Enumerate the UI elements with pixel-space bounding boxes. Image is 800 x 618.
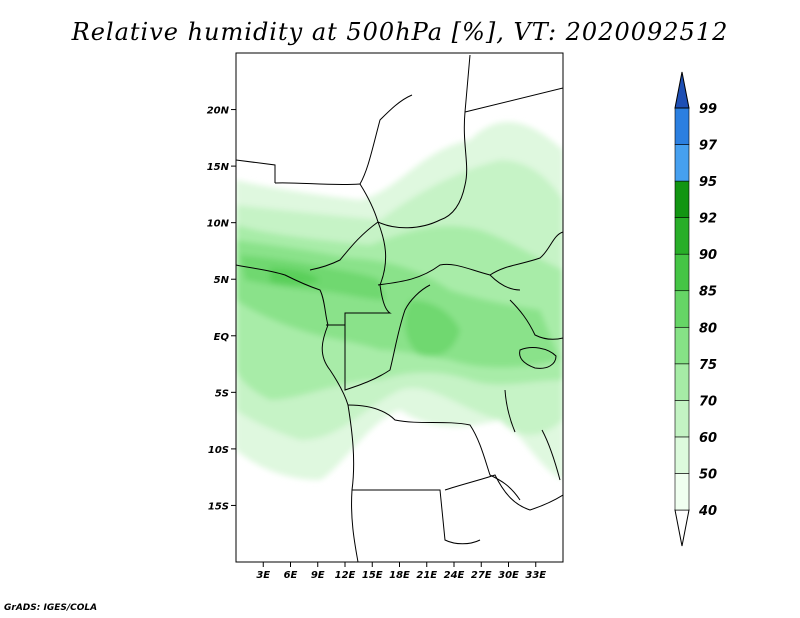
rh-contour-85 xyxy=(404,300,460,357)
colorbar-segment xyxy=(674,253,690,292)
colorbar-label: 70 xyxy=(699,394,717,409)
lon-tick-label: 33E xyxy=(525,570,546,581)
colorbar-label: 60 xyxy=(699,431,717,446)
lon-tick-label: 3E xyxy=(256,570,270,581)
colorbar-label: 92 xyxy=(699,212,717,227)
colorbar-label: 40 xyxy=(698,504,717,519)
border-chad-sudan xyxy=(377,54,471,229)
colorbar-label: 99 xyxy=(699,102,717,117)
humidity-shading xyxy=(236,121,563,481)
lat-tick-label: 20N xyxy=(207,106,230,117)
border-zambia xyxy=(444,474,563,511)
lat-tick-label: 10N xyxy=(207,219,230,230)
colorbar: 40 50 60 70 75 80 85 90 92 95 97 99 xyxy=(674,71,718,547)
colorbar-low-triangle xyxy=(674,509,690,547)
border-uganda-kenya xyxy=(509,299,563,340)
colorbar-segment xyxy=(674,180,690,218)
lon-tick-label: 30E xyxy=(498,570,519,581)
colorbar-segment xyxy=(674,473,690,511)
lake-tanganyika xyxy=(504,389,516,433)
lon-tick-label: 12E xyxy=(335,570,356,581)
border-drc xyxy=(347,404,521,501)
rh-contour-90 xyxy=(270,268,320,285)
lat-tick-label: 15N xyxy=(207,162,230,173)
lon-tick-label: 6E xyxy=(284,570,298,581)
lake-victoria xyxy=(519,347,557,369)
colorbar-label: 50 xyxy=(699,467,717,482)
lon-tick-label: 15E xyxy=(362,570,383,581)
axis-ticks: 20N 15N 10N 5N EQ 5S 10S 15S 3E 6E 9E 12E 15E 18E 21E 2… xyxy=(207,106,547,581)
colorbar-segment xyxy=(674,326,690,365)
map-title: Relative humidity at 500hPa [%], VT: 202… xyxy=(71,18,729,46)
country-borders xyxy=(236,54,563,562)
colorbar-label: 95 xyxy=(699,175,717,190)
colorbar-label: 85 xyxy=(699,285,717,300)
lake-malawi xyxy=(541,429,561,481)
border-car xyxy=(377,263,521,291)
colorbar-label: 90 xyxy=(699,248,717,263)
lat-tick-label: 10S xyxy=(208,445,229,456)
lat-tick-label: 5S xyxy=(215,388,229,399)
colorbar-label: 97 xyxy=(699,139,718,154)
colorbar-segment xyxy=(674,144,690,182)
border-niger-chad xyxy=(236,94,413,185)
colorbar-segment xyxy=(674,217,690,255)
lat-tick-label: 15S xyxy=(208,501,229,512)
colorbar-segment xyxy=(674,400,690,438)
colorbar-segment xyxy=(674,107,690,145)
coastline xyxy=(236,264,359,562)
lat-tick-label: EQ xyxy=(214,332,230,343)
border-congo xyxy=(344,284,431,391)
border-nigeria xyxy=(274,182,379,271)
lon-tick-label: 9E xyxy=(311,570,325,581)
lon-tick-label: 24E xyxy=(444,570,465,581)
border-sudan-south xyxy=(464,87,563,276)
colorbar-segment xyxy=(674,363,690,401)
colorbar-segment xyxy=(674,290,690,328)
lon-tick-label: 21E xyxy=(416,570,437,581)
colorbar-label: 75 xyxy=(699,358,717,373)
lat-tick-label: 5N xyxy=(214,275,230,286)
border-angola xyxy=(352,489,481,545)
lon-tick-label: 27E xyxy=(471,570,492,581)
grads-credit: GrADS: IGES/COLA xyxy=(4,603,98,613)
colorbar-segment xyxy=(674,436,690,474)
colorbar-label: 80 xyxy=(699,321,717,336)
lon-tick-label: 18E xyxy=(389,570,410,581)
colorbar-high-triangle xyxy=(674,71,690,109)
